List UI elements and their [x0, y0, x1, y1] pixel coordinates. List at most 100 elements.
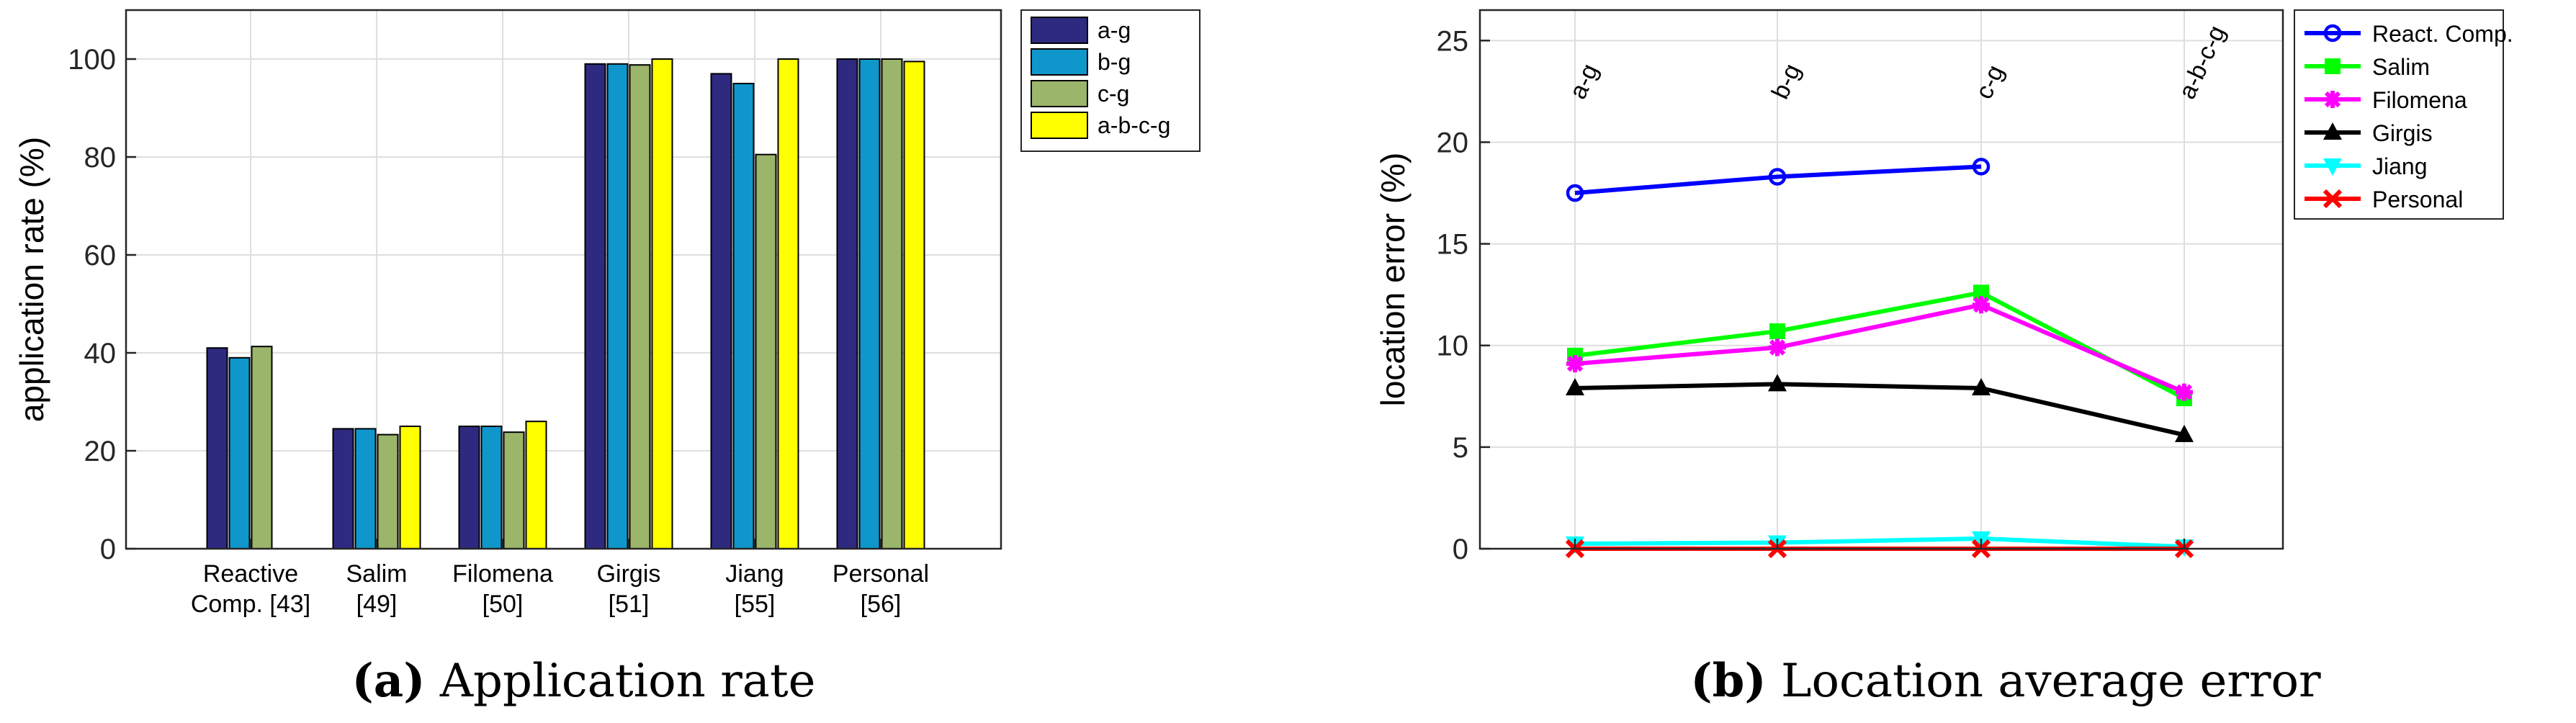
caption-a-text: Application rate: [425, 655, 815, 708]
legend-marker-personal: [2323, 189, 2343, 209]
bar-b-g-personal: [858, 58, 881, 549]
caption-b: (b) Location average error: [1690, 654, 2321, 708]
point-salim-c-g: [1973, 284, 1989, 301]
y-tick-label: 20: [84, 436, 117, 467]
point-react-comp-b-g: [1768, 168, 1787, 186]
bar-b-g-salim: [354, 428, 377, 550]
x-category-label: Personal: [833, 560, 929, 588]
y-tick-label: 60: [84, 240, 117, 271]
y-tick-label: 0: [100, 534, 116, 565]
x-category-label: [56]: [861, 590, 902, 618]
caption-a: (a) Application rate: [351, 654, 815, 708]
axes-box: [125, 9, 1002, 550]
x-category-label: [51]: [609, 590, 650, 618]
legend-marker-girgis: [2323, 122, 2342, 140]
legend-swatch-b-g: [1031, 48, 1088, 76]
x-category-label: [55]: [735, 590, 776, 618]
bar-a-b-c-g-personal: [903, 60, 925, 549]
y-tick-label: 40: [84, 338, 117, 369]
caption-a-tag: (a): [351, 654, 425, 708]
bar-a-g-salim: [332, 428, 354, 550]
bar-b-g-reactive: [228, 356, 251, 549]
bar-b-g-jiang: [732, 83, 755, 549]
x-category-label: Filomena: [452, 560, 553, 588]
legend-swatch-c-g: [1031, 80, 1088, 107]
legend-box: [2294, 9, 2504, 220]
bar-c-g-personal: [881, 58, 903, 549]
legend-label-a-g: a-g: [1098, 17, 1131, 43]
point-girgis-a-g: [1566, 378, 1584, 396]
point-react-comp-c-g: [1972, 158, 1991, 176]
point-filomena-a-b-c-g: [2176, 383, 2193, 401]
legend-marker-react-comp: [2323, 24, 2342, 42]
caption-b-text: Location average error: [1767, 655, 2321, 708]
legend-label-filomena: Filomena: [2372, 87, 2467, 113]
point-filomena-a-g: [1566, 355, 1584, 373]
legend-swatch-a-g: [1031, 17, 1088, 44]
bar-c-g-salim: [377, 434, 399, 549]
y-tick-label: 10: [1437, 331, 1469, 362]
legend-label-jiang: Jiang: [2372, 153, 2428, 179]
point-girgis-c-g: [1972, 378, 1991, 396]
y-tick-label: 5: [1453, 432, 1468, 464]
legend-marker-salim: [2325, 58, 2341, 74]
point-react-comp-a-g: [1566, 184, 1584, 202]
x-category-label: Comp. [43]: [191, 590, 310, 618]
legend-label-personal: Personal: [2372, 187, 2463, 212]
point-filomena-c-g: [1973, 296, 1990, 314]
bar-c-g-filomena: [503, 431, 525, 549]
point-girgis-a-b-c-g: [2175, 424, 2194, 442]
legend-label-c-g: c-g: [1098, 81, 1129, 107]
bar-a-b-c-g-jiang: [777, 58, 799, 549]
bar-a-g-jiang: [710, 73, 732, 549]
series-line-jiang: [1574, 536, 2185, 549]
y-axis-label: application rate (%): [13, 137, 50, 422]
bar-a-b-c-g-girgis: [651, 58, 673, 549]
axes-box: [1478, 9, 2284, 550]
bar-a-g-personal: [836, 58, 858, 549]
x-category-label: Salim: [346, 560, 407, 588]
legend-marker-filomena: [2324, 91, 2341, 108]
y-tick-label: 100: [68, 44, 116, 76]
x-category-label: [50]: [483, 590, 524, 618]
bar-a-g-reactive: [206, 347, 228, 549]
point-salim-b-g: [1769, 323, 1785, 339]
bar-a-b-c-g-filomena: [525, 421, 547, 550]
y-tick-label: 15: [1437, 229, 1469, 261]
series-line-react-comp: [1574, 164, 1982, 196]
legend-marker-jiang: [2323, 158, 2342, 176]
bar-c-g-girgis: [629, 64, 651, 550]
bar-a-b-c-g-salim: [399, 426, 421, 549]
legend-label-a-b-c-g: a-b-c-g: [1098, 112, 1170, 138]
legend-label-salim: Salim: [2372, 54, 2430, 80]
y-tick-label: 80: [84, 142, 117, 174]
bar-c-g-jiang: [755, 153, 777, 550]
bar-b-g-filomena: [480, 426, 503, 549]
series-line-filomena: [1574, 302, 2186, 395]
legend-label-react-comp: React. Comp.: [2372, 21, 2513, 47]
plot-area: [1480, 10, 2283, 549]
y-tick-label: 20: [1437, 127, 1469, 158]
legend-label-b-g: b-g: [1098, 49, 1131, 75]
caption-b-tag: (b): [1690, 654, 1766, 708]
x-category-label: Girgis: [597, 560, 661, 588]
series-line-salim: [1574, 290, 2186, 400]
series-line-girgis: [1574, 382, 2185, 437]
x-category-label: Reactive: [203, 560, 298, 588]
point-filomena-b-g: [1769, 338, 1786, 356]
y-axis-label: location error (%): [1374, 153, 1412, 407]
x-category-label: [49]: [356, 590, 398, 618]
x-category-label: Jiang: [725, 560, 784, 588]
y-tick-label: 0: [1453, 534, 1468, 565]
point-girgis-b-g: [1768, 374, 1787, 392]
y-tick-label: 25: [1437, 25, 1469, 57]
bar-b-g-girgis: [606, 63, 629, 550]
legend-swatch-a-b-c-g: [1031, 112, 1088, 139]
bar-a-g-filomena: [458, 426, 480, 549]
bar-c-g-reactive: [251, 346, 273, 549]
legend-label-girgis: Girgis: [2372, 120, 2433, 146]
bar-a-g-girgis: [584, 63, 606, 550]
